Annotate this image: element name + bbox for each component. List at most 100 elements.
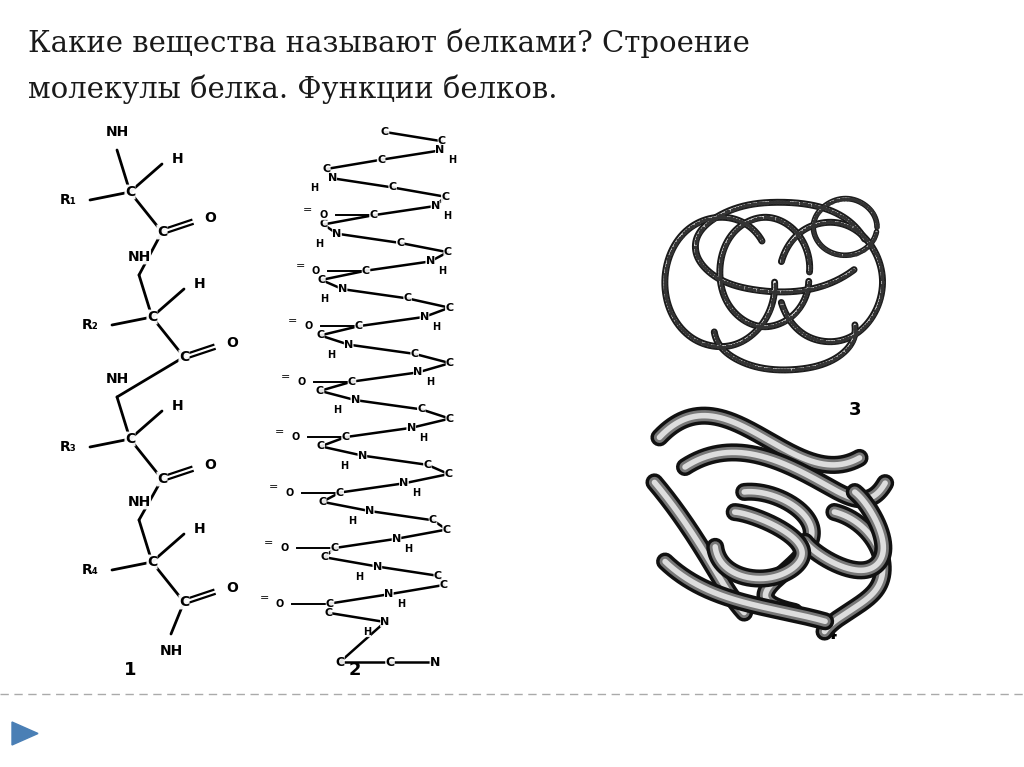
Point [699, 217, 716, 229]
Polygon shape [12, 722, 38, 745]
Point [737, 218, 754, 230]
Point [839, 193, 855, 205]
Point [715, 275, 731, 287]
Point [740, 317, 757, 329]
Text: O: O [204, 458, 216, 472]
Point [725, 339, 741, 351]
Text: C: C [403, 294, 412, 304]
Text: C: C [423, 460, 431, 470]
Point [785, 285, 802, 298]
Point [743, 318, 760, 331]
Text: O: O [204, 211, 216, 225]
Text: C: C [157, 472, 167, 486]
Point [745, 328, 762, 340]
Point [735, 200, 752, 212]
Point [794, 326, 810, 338]
Point [817, 357, 834, 370]
Point [796, 198, 812, 210]
Point [773, 317, 790, 329]
Point [676, 227, 692, 239]
Text: H: H [333, 405, 341, 415]
Point [852, 228, 868, 240]
Point [729, 214, 745, 226]
Point [822, 204, 839, 216]
Point [660, 253, 677, 265]
Point [712, 273, 728, 285]
Text: C: C [336, 488, 344, 498]
Text: N: N [431, 201, 440, 211]
Point [757, 211, 773, 223]
Point [762, 285, 778, 298]
Point [813, 280, 829, 292]
Point [781, 364, 798, 376]
Text: C: C [381, 127, 389, 137]
Point [712, 340, 728, 352]
Point [818, 278, 835, 291]
Point [836, 211, 852, 223]
Point [774, 300, 791, 312]
Point [743, 198, 760, 210]
Point [862, 204, 879, 216]
Point [868, 215, 885, 227]
Point [795, 285, 811, 297]
Point [767, 285, 783, 298]
Text: 4: 4 [823, 625, 837, 643]
Point [840, 219, 856, 232]
Point [774, 286, 791, 298]
Text: C: C [318, 497, 327, 507]
Point [858, 200, 874, 212]
Point [753, 232, 769, 245]
Point [687, 244, 703, 256]
Point [827, 216, 844, 229]
Point [829, 274, 846, 286]
Point [814, 358, 830, 370]
Point [697, 262, 714, 275]
Point [749, 324, 765, 337]
Point [760, 363, 776, 375]
Text: NH: NH [127, 495, 151, 509]
Point [715, 207, 731, 219]
Point [815, 279, 831, 291]
Point [759, 310, 775, 322]
Point [726, 212, 742, 225]
Point [778, 364, 795, 376]
Point [738, 315, 755, 328]
Point [688, 235, 705, 247]
Point [764, 320, 780, 332]
Point [785, 308, 802, 321]
Text: C: C [377, 155, 385, 165]
Point [805, 218, 821, 230]
Point [675, 324, 691, 337]
Text: C: C [331, 543, 339, 553]
Point [788, 322, 805, 334]
Point [824, 206, 841, 218]
Point [709, 272, 725, 284]
Point [812, 334, 828, 347]
Point [845, 193, 861, 206]
Point [864, 242, 881, 254]
Point [659, 256, 676, 268]
Point [800, 248, 816, 260]
Point [724, 203, 740, 216]
Point [776, 247, 793, 259]
Text: N: N [430, 656, 440, 669]
Point [774, 196, 791, 209]
Point [827, 335, 844, 347]
Point [757, 313, 773, 325]
Point [850, 196, 866, 208]
Point [810, 235, 826, 248]
Point [823, 196, 840, 208]
Point [713, 255, 729, 267]
Point [801, 331, 817, 343]
Point [850, 225, 866, 238]
Point [710, 210, 726, 222]
Point [838, 344, 854, 357]
Point [733, 336, 750, 348]
Point [712, 261, 728, 273]
Text: N: N [366, 506, 375, 516]
Point [833, 209, 849, 222]
Point [874, 276, 891, 288]
Point [786, 224, 803, 236]
Point [687, 241, 703, 253]
Point [871, 294, 888, 306]
